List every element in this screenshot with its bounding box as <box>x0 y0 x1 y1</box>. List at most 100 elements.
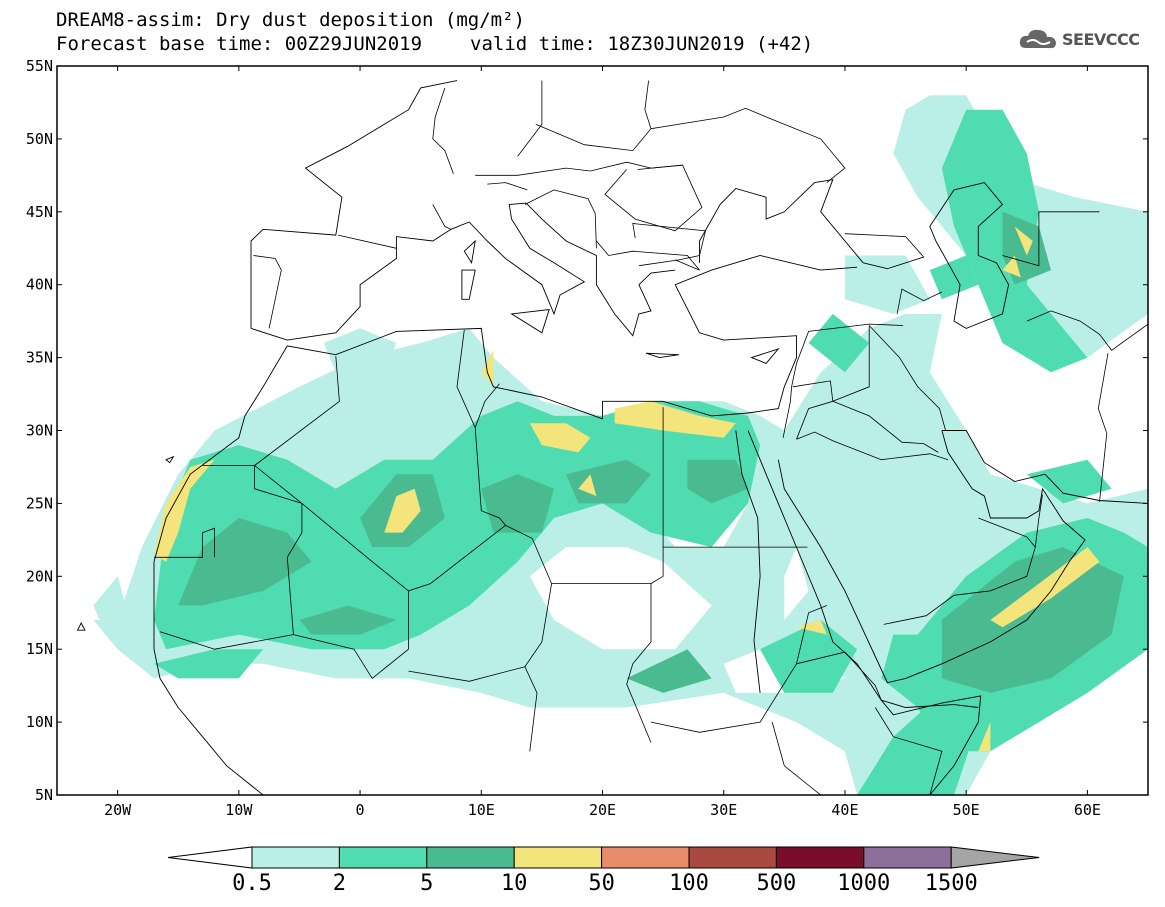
country-border <box>604 164 703 232</box>
legend-swatch <box>338 846 428 869</box>
lat-label: 30N <box>26 422 53 440</box>
coastline <box>941 430 1148 504</box>
dust-contour <box>154 459 215 562</box>
dust-contour <box>978 722 991 752</box>
country-border <box>883 517 1036 625</box>
coastline <box>461 269 476 300</box>
dust-contour <box>1014 226 1033 256</box>
country-border <box>159 465 303 650</box>
dust-contour <box>1026 459 1112 504</box>
legend-label: 0.5 <box>232 871 272 896</box>
lon-label: 0 <box>356 801 365 819</box>
dust-contour <box>1002 255 1021 278</box>
lat-label: 10N <box>26 713 53 731</box>
lon-label: 20W <box>104 801 132 819</box>
coastline <box>699 179 864 264</box>
legend-arrow-high <box>950 846 1040 869</box>
country-border <box>524 189 597 249</box>
lon-label: 30E <box>710 801 737 819</box>
country-border <box>253 255 282 329</box>
dust-contour <box>178 518 312 606</box>
dust-contour <box>566 459 651 504</box>
lat-label: 20N <box>26 567 53 585</box>
map-subtitle: Forecast base time: 00Z29JUN2019 valid ti… <box>56 34 813 54</box>
country-border <box>475 161 683 176</box>
country-border <box>626 547 664 743</box>
country-border <box>535 80 652 152</box>
lat-label: 55N <box>26 57 53 75</box>
dust-contour <box>990 547 1100 628</box>
country-border <box>474 383 500 428</box>
country-border <box>1026 310 1148 351</box>
legend-label: 1000 <box>837 871 890 896</box>
country-border <box>517 80 543 157</box>
country-border <box>432 87 454 175</box>
map-title: DREAM8-assim: Dry dust deposition (mg/m²… <box>56 9 525 31</box>
lat-label: 40N <box>26 276 53 294</box>
legend-swatch <box>251 846 340 869</box>
coastline <box>153 561 264 795</box>
dust-contour <box>529 547 712 650</box>
country-border <box>796 651 882 701</box>
coastline <box>510 308 550 334</box>
coastline <box>645 352 679 359</box>
lon-label: 40E <box>831 801 858 819</box>
legend-swatch <box>426 846 515 869</box>
country-border <box>432 204 452 230</box>
lat-label: 45N <box>26 203 53 221</box>
dust-contour <box>529 423 591 453</box>
country-border <box>796 431 949 461</box>
country-border <box>456 329 506 526</box>
dust-contour <box>687 459 748 504</box>
country-border <box>1002 211 1100 267</box>
dust-contour <box>384 488 421 533</box>
lat-label: 25N <box>26 494 53 512</box>
legend-label: 2 <box>333 871 346 896</box>
legend-swatch <box>601 846 690 869</box>
lon-label: 10E <box>468 801 495 819</box>
coastline <box>929 182 1010 329</box>
coastline <box>250 80 458 329</box>
country-border <box>782 323 904 438</box>
dust-contour <box>929 255 979 300</box>
country-border <box>254 465 552 592</box>
legend-label: 50 <box>588 871 615 896</box>
dust-contour <box>93 576 130 635</box>
country-border <box>632 223 706 267</box>
country-border <box>874 707 943 795</box>
lat-label: 35N <box>26 349 53 367</box>
base-time: Forecast base time: 00Z29JUN2019 <box>56 33 423 55</box>
legend-swatch <box>688 846 777 869</box>
legend-label: 1500 <box>925 871 978 896</box>
dust-contour <box>578 474 597 497</box>
country-border <box>868 325 946 431</box>
country-border <box>1034 494 1043 548</box>
country-border <box>254 356 340 466</box>
coastline <box>880 695 982 795</box>
country-border <box>338 234 397 249</box>
coastline <box>250 202 676 341</box>
lat-label: 5N <box>35 786 53 804</box>
valid-time: valid time: 18Z30JUN2019 (+42) <box>470 33 814 55</box>
legend-label: 5 <box>420 871 433 896</box>
dust-contour <box>299 605 397 635</box>
lon-label: 50E <box>953 801 980 819</box>
coastline <box>777 430 1086 684</box>
legend-label: 10 <box>501 871 528 896</box>
legend-label: 100 <box>669 871 709 896</box>
country-border <box>831 325 939 453</box>
lat-label: 50N <box>26 130 53 148</box>
country-border <box>1097 353 1109 502</box>
legend-label: 500 <box>757 871 797 896</box>
legend-swatch <box>775 846 865 869</box>
country-border <box>154 527 215 558</box>
lon-label: 60E <box>1074 801 1101 819</box>
country-border <box>896 288 943 314</box>
country-border <box>408 666 526 682</box>
legend-swatch <box>513 846 603 869</box>
country-border <box>596 240 700 271</box>
dust-contour <box>784 547 809 620</box>
dust-contour <box>323 328 397 373</box>
country-border <box>650 605 827 733</box>
